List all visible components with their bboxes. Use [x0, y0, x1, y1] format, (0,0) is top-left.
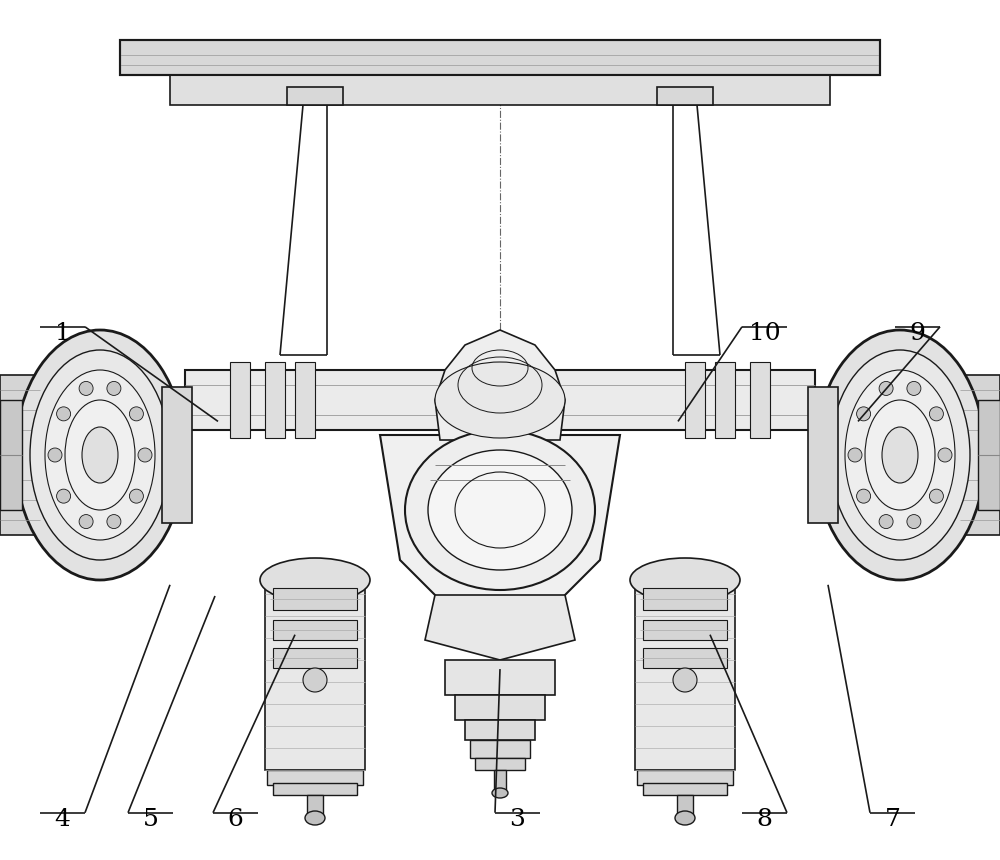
Ellipse shape: [492, 788, 508, 798]
Bar: [637, 770, 733, 785]
Bar: [287, 87, 343, 105]
Ellipse shape: [845, 370, 955, 540]
Ellipse shape: [129, 489, 143, 503]
Ellipse shape: [882, 427, 918, 483]
Ellipse shape: [879, 382, 893, 396]
Bar: [808, 387, 838, 523]
Ellipse shape: [57, 489, 71, 503]
Text: 3: 3: [510, 808, 525, 831]
Text: 4: 4: [55, 808, 70, 831]
Text: 5: 5: [143, 808, 158, 831]
Polygon shape: [380, 435, 620, 625]
Bar: [978, 400, 1000, 510]
Bar: [494, 770, 506, 790]
Ellipse shape: [129, 407, 143, 421]
Ellipse shape: [303, 668, 327, 692]
Ellipse shape: [907, 382, 921, 396]
Ellipse shape: [907, 514, 921, 529]
Bar: [643, 620, 727, 640]
Bar: [643, 648, 727, 668]
Ellipse shape: [428, 450, 572, 570]
Ellipse shape: [79, 514, 93, 529]
Ellipse shape: [673, 668, 697, 692]
Bar: [715, 362, 735, 438]
Bar: [750, 362, 770, 438]
Bar: [643, 588, 727, 610]
Bar: [465, 720, 535, 740]
Bar: [273, 783, 357, 795]
Ellipse shape: [405, 430, 595, 590]
Ellipse shape: [879, 514, 893, 529]
Text: 9: 9: [910, 322, 925, 345]
Ellipse shape: [830, 350, 970, 560]
Ellipse shape: [107, 514, 121, 529]
Ellipse shape: [865, 400, 935, 510]
Bar: [657, 87, 713, 105]
Bar: [273, 620, 357, 640]
Ellipse shape: [929, 489, 943, 503]
Ellipse shape: [815, 330, 985, 580]
Bar: [170, 75, 830, 105]
Bar: [960, 375, 1000, 535]
Ellipse shape: [57, 407, 71, 421]
Ellipse shape: [65, 400, 135, 510]
Ellipse shape: [857, 489, 871, 503]
Ellipse shape: [15, 330, 185, 580]
Ellipse shape: [630, 558, 740, 602]
Text: 8: 8: [757, 808, 772, 831]
Bar: [685, 362, 705, 438]
Bar: [162, 387, 192, 523]
Polygon shape: [435, 330, 565, 440]
Bar: [295, 362, 315, 438]
Ellipse shape: [107, 382, 121, 396]
Ellipse shape: [929, 407, 943, 421]
Ellipse shape: [675, 811, 695, 825]
Bar: [307, 795, 323, 815]
Bar: [445, 660, 555, 695]
Ellipse shape: [848, 448, 862, 462]
Ellipse shape: [82, 427, 118, 483]
Bar: [635, 585, 735, 770]
Bar: [643, 783, 727, 795]
Ellipse shape: [48, 448, 62, 462]
Bar: [230, 362, 250, 438]
Ellipse shape: [857, 407, 871, 421]
Text: 7: 7: [885, 808, 900, 831]
Bar: [120, 40, 880, 75]
Ellipse shape: [138, 448, 152, 462]
Bar: [677, 795, 693, 815]
Bar: [273, 588, 357, 610]
Text: 6: 6: [228, 808, 243, 831]
Ellipse shape: [79, 382, 93, 396]
Bar: [265, 585, 365, 770]
Bar: [455, 695, 545, 720]
Ellipse shape: [45, 370, 155, 540]
Bar: [0, 375, 40, 535]
Bar: [273, 648, 357, 668]
Bar: [470, 740, 530, 758]
Text: 10: 10: [749, 322, 780, 345]
Text: 1: 1: [55, 322, 70, 345]
Ellipse shape: [435, 362, 565, 438]
Polygon shape: [425, 595, 575, 660]
Bar: [267, 770, 363, 785]
Bar: [265, 362, 285, 438]
Bar: [0, 400, 22, 510]
Ellipse shape: [260, 558, 370, 602]
Ellipse shape: [938, 448, 952, 462]
Bar: [120, 40, 880, 75]
Ellipse shape: [305, 811, 325, 825]
Bar: [185, 370, 815, 430]
Bar: [475, 758, 525, 770]
Ellipse shape: [30, 350, 170, 560]
